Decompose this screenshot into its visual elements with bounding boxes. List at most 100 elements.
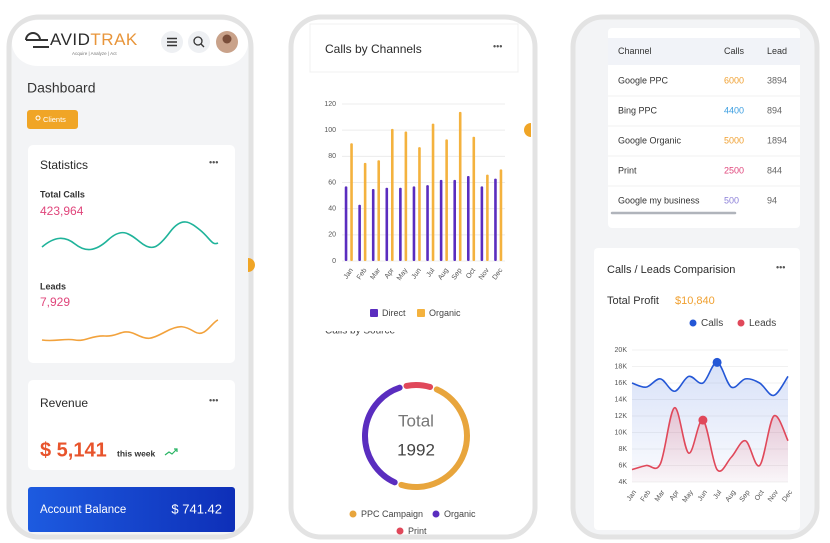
- bar: [453, 179, 457, 261]
- table-cell: 1894: [767, 135, 787, 145]
- y-tick-label: 60: [328, 179, 336, 186]
- donut-segment: [398, 386, 470, 490]
- legend-label: PPC Campaign: [361, 509, 423, 519]
- bar: [499, 169, 503, 261]
- app-header: [12, 20, 248, 66]
- card-title: Calls by Channels: [325, 42, 422, 56]
- legend-label: Print: [408, 526, 427, 536]
- stat-label: Total Calls: [40, 189, 85, 199]
- search-icon: [193, 36, 203, 46]
- statistics-card: [28, 145, 235, 363]
- y-tick-label: 12K: [615, 413, 628, 420]
- y-tick-label: 20K: [615, 347, 628, 354]
- bar: [418, 147, 421, 261]
- table-header-cell: Lead: [767, 46, 787, 56]
- sparkline: [41, 221, 219, 251]
- search-button[interactable]: [188, 31, 210, 53]
- profit-label: Total Profit: [607, 295, 659, 307]
- donut-segment: [362, 384, 403, 486]
- legend-dot: [689, 319, 697, 327]
- legend-label: Organic: [444, 509, 476, 519]
- y-tick-label: 14K: [615, 396, 628, 403]
- legend-dot: [396, 527, 404, 535]
- stat-value: 7,929: [40, 295, 70, 309]
- y-tick-label: 40: [328, 206, 336, 213]
- account-balance-card: [28, 487, 235, 532]
- logo-right: TRAK: [90, 30, 138, 49]
- table-cell: 5000: [724, 135, 744, 145]
- table-cell: 3894: [767, 75, 787, 85]
- balance-amount: $ 741.42: [171, 501, 222, 516]
- table-header-cell: Calls: [724, 46, 745, 56]
- table-cell: Bing PPC: [618, 105, 658, 115]
- stat-value: 423,964: [40, 204, 84, 218]
- more-icon[interactable]: •••: [209, 395, 218, 405]
- y-tick-label: 120: [324, 101, 336, 108]
- bar: [431, 123, 435, 261]
- y-tick-label: 18K: [615, 363, 628, 370]
- y-tick-label: 8K: [618, 446, 627, 453]
- clients-button[interactable]: [27, 110, 78, 129]
- donut-total: 1992: [397, 440, 435, 459]
- table-cell: 6000: [724, 75, 744, 85]
- legend-swatch: [370, 309, 378, 317]
- table-cell: 844: [767, 165, 782, 175]
- y-tick-label: 16K: [615, 380, 628, 387]
- clients-button-label: Clients: [43, 115, 66, 124]
- bar: [371, 189, 375, 261]
- bar: [486, 174, 489, 261]
- series-line: [631, 361, 789, 397]
- user-icon: [35, 115, 41, 121]
- legend-label: Leads: [749, 318, 776, 329]
- bar: [412, 186, 416, 261]
- y-tick-label: 100: [324, 127, 336, 134]
- bar: [480, 186, 484, 261]
- bar: [494, 178, 497, 261]
- y-tick-label: 0: [332, 258, 336, 265]
- balance-label: Account Balance: [40, 504, 126, 516]
- more-icon[interactable]: •••: [493, 41, 502, 51]
- bar: [377, 160, 381, 261]
- logo-left: AVID: [50, 30, 90, 49]
- legend-dot: [432, 510, 440, 518]
- table-cell: Google PPC: [618, 75, 669, 85]
- x-tick-label: Jul: [712, 489, 723, 501]
- side-handle: [524, 123, 531, 137]
- revenue-period: this week: [117, 448, 156, 458]
- bar: [350, 143, 353, 261]
- y-tick-label: 6K: [618, 462, 627, 469]
- revenue-card: [28, 380, 235, 470]
- more-icon[interactable]: •••: [776, 262, 785, 272]
- more-icon[interactable]: •••: [209, 157, 218, 167]
- legend-dot: [349, 510, 357, 518]
- series-line: [631, 406, 789, 472]
- point-marker: [712, 357, 722, 367]
- bar: [404, 131, 408, 261]
- donut-center-label: Total: [398, 411, 434, 430]
- logo: AVIDTRAK: [50, 30, 138, 49]
- point-marker: [698, 415, 708, 425]
- page-title: Dashboard: [27, 80, 96, 96]
- bar: [358, 204, 361, 261]
- search-icon: [200, 43, 205, 48]
- bar: [458, 111, 462, 261]
- card-title: Statistics: [40, 158, 88, 172]
- bar: [399, 187, 402, 261]
- trend-icon: [164, 448, 178, 456]
- bar: [363, 162, 367, 261]
- card-title: Revenue: [40, 396, 88, 410]
- table-cell: 2500: [724, 165, 744, 175]
- table-cell: 94: [767, 195, 777, 205]
- menu-icon: [167, 37, 177, 47]
- legend-dot: [737, 319, 745, 327]
- y-tick-label: 4K: [618, 479, 627, 486]
- donut-segment: [403, 382, 434, 390]
- bar: [390, 128, 394, 261]
- table-header: [608, 38, 800, 65]
- profit-value: $10,840: [675, 295, 715, 307]
- bar: [385, 187, 389, 261]
- stat-label: Leads: [40, 281, 66, 291]
- y-tick-label: 20: [328, 232, 336, 239]
- table-header-cell: Channel: [618, 46, 652, 56]
